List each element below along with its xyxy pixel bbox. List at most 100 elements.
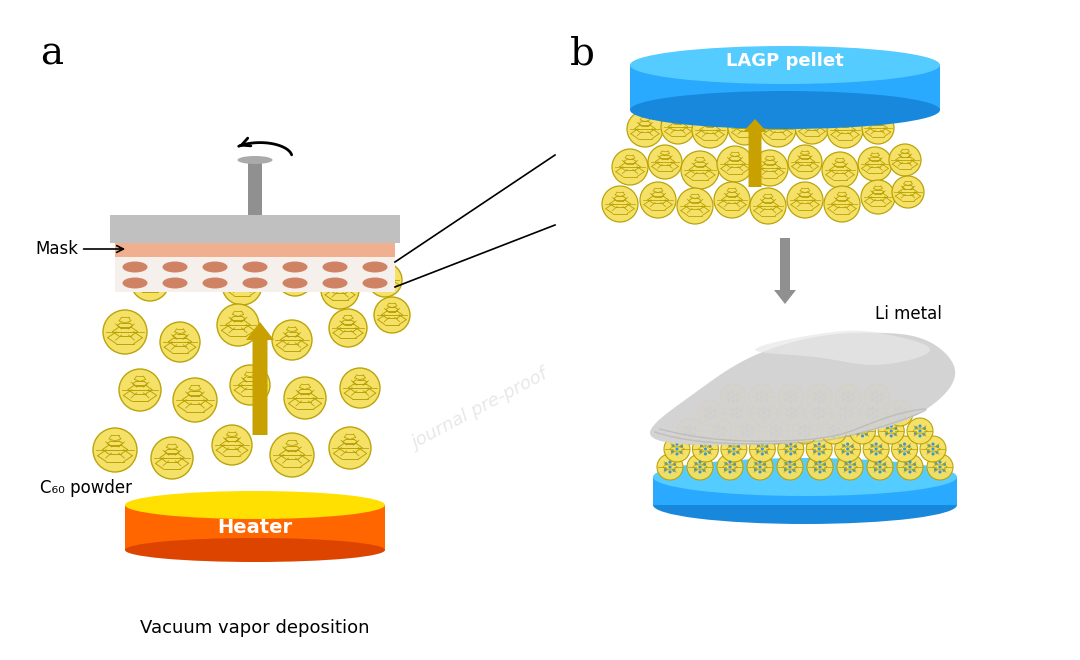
Circle shape (789, 391, 792, 393)
Circle shape (728, 444, 731, 447)
Circle shape (699, 465, 702, 469)
Circle shape (816, 411, 820, 414)
Circle shape (842, 392, 846, 395)
Polygon shape (630, 65, 940, 110)
Circle shape (845, 411, 848, 414)
Ellipse shape (630, 46, 940, 84)
Circle shape (284, 377, 326, 419)
Circle shape (760, 401, 764, 403)
Circle shape (329, 309, 367, 347)
Circle shape (878, 418, 904, 444)
Circle shape (875, 414, 878, 418)
Circle shape (750, 433, 753, 436)
Circle shape (875, 452, 878, 455)
Ellipse shape (777, 60, 801, 70)
Ellipse shape (633, 58, 661, 72)
Circle shape (728, 461, 731, 463)
Ellipse shape (671, 60, 699, 70)
Circle shape (720, 436, 747, 462)
Ellipse shape (630, 91, 940, 129)
Circle shape (276, 260, 313, 296)
Text: Vacuum vapor deposition: Vacuum vapor deposition (140, 619, 369, 637)
Circle shape (765, 399, 767, 402)
Circle shape (918, 430, 921, 432)
Circle shape (876, 395, 878, 399)
Circle shape (875, 447, 878, 451)
Polygon shape (650, 333, 955, 445)
Circle shape (299, 254, 330, 286)
Ellipse shape (848, 57, 877, 73)
Text: Heater: Heater (217, 518, 293, 537)
Circle shape (708, 411, 712, 414)
Ellipse shape (721, 58, 743, 72)
Circle shape (717, 424, 720, 428)
Ellipse shape (122, 261, 148, 273)
Circle shape (374, 297, 410, 333)
Circle shape (694, 462, 698, 465)
Ellipse shape (363, 261, 388, 273)
Circle shape (755, 462, 758, 465)
Circle shape (677, 188, 713, 224)
Circle shape (717, 146, 753, 182)
Circle shape (785, 444, 788, 447)
Circle shape (927, 454, 953, 480)
Circle shape (272, 320, 312, 360)
Text: LAGP pellet: LAGP pellet (726, 52, 843, 70)
Ellipse shape (834, 472, 850, 482)
Circle shape (812, 414, 815, 417)
Circle shape (750, 436, 775, 462)
Circle shape (760, 452, 764, 455)
Circle shape (931, 447, 934, 451)
Circle shape (807, 454, 833, 480)
Circle shape (814, 392, 818, 395)
Ellipse shape (125, 491, 384, 519)
Circle shape (765, 393, 768, 396)
Circle shape (151, 437, 193, 479)
Circle shape (762, 416, 766, 420)
Circle shape (728, 111, 762, 145)
Circle shape (804, 424, 807, 428)
Circle shape (793, 451, 796, 454)
Circle shape (103, 310, 147, 354)
Circle shape (717, 434, 720, 438)
Circle shape (737, 451, 740, 454)
Circle shape (788, 461, 792, 463)
Circle shape (822, 409, 825, 412)
Circle shape (688, 434, 691, 438)
Polygon shape (248, 160, 262, 215)
Circle shape (821, 418, 847, 444)
Circle shape (780, 427, 782, 430)
Circle shape (872, 411, 875, 414)
Circle shape (795, 110, 829, 144)
Ellipse shape (162, 261, 188, 273)
Circle shape (771, 426, 774, 429)
Ellipse shape (735, 57, 755, 73)
FancyArrow shape (774, 238, 796, 304)
Circle shape (734, 418, 760, 444)
Circle shape (918, 434, 921, 438)
Circle shape (717, 430, 720, 432)
Circle shape (842, 398, 846, 401)
Circle shape (693, 468, 697, 471)
Circle shape (675, 452, 678, 455)
Circle shape (93, 428, 137, 472)
Circle shape (865, 427, 868, 430)
Ellipse shape (924, 472, 941, 482)
Circle shape (648, 145, 681, 179)
Circle shape (756, 392, 759, 395)
Circle shape (764, 418, 789, 444)
Circle shape (758, 465, 761, 469)
Circle shape (692, 112, 728, 148)
Circle shape (731, 401, 734, 403)
Circle shape (893, 433, 896, 436)
Circle shape (766, 445, 769, 448)
Circle shape (822, 393, 825, 396)
Circle shape (785, 392, 788, 395)
Circle shape (602, 186, 638, 222)
Ellipse shape (243, 277, 268, 288)
Ellipse shape (797, 472, 813, 482)
Circle shape (751, 427, 754, 430)
Circle shape (759, 408, 762, 411)
Circle shape (858, 426, 860, 429)
Circle shape (897, 454, 923, 480)
